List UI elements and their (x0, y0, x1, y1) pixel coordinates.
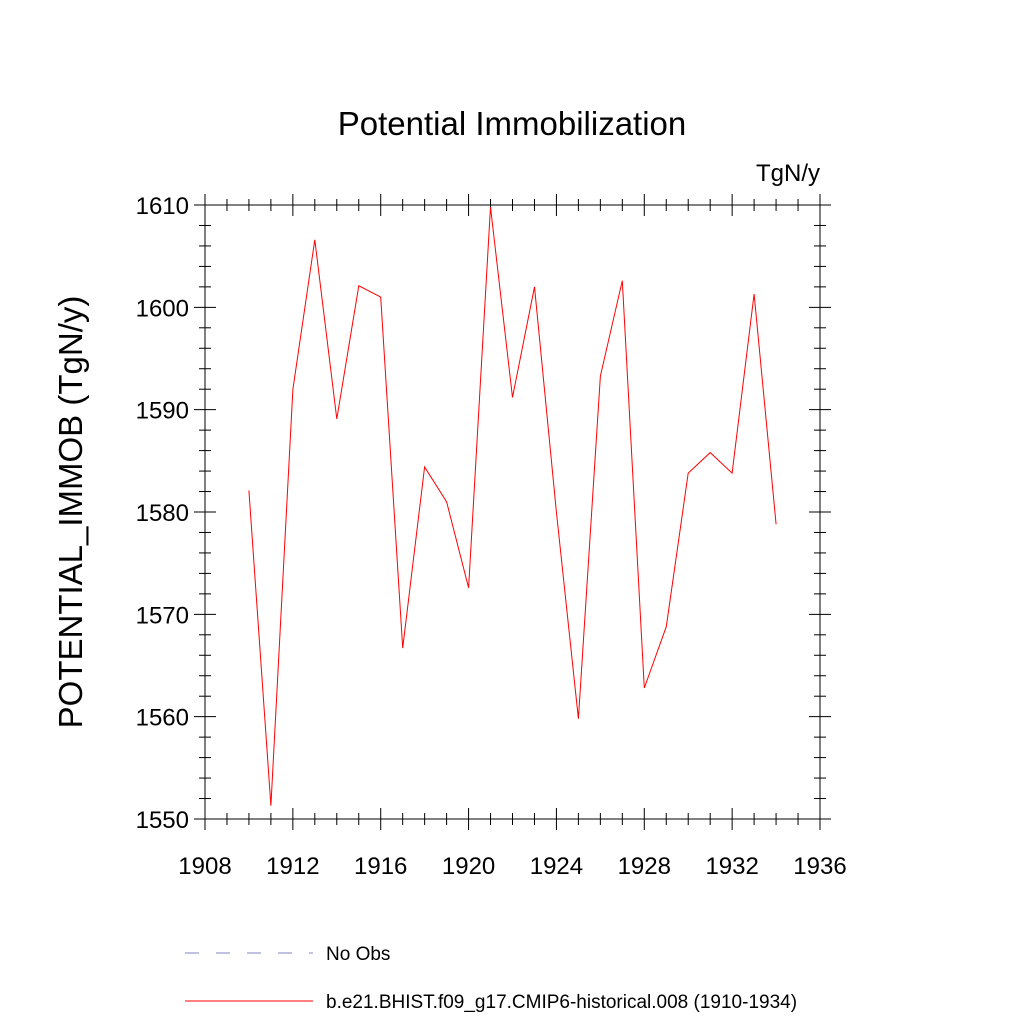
y-tick-label: 1570 (136, 602, 189, 629)
y-tick-label: 1600 (136, 295, 189, 322)
x-tick-label: 1908 (178, 853, 231, 880)
x-tick-label: 1916 (354, 853, 407, 880)
y-axis: 1550 1560 1570 1580 1590 1600 1610 (136, 193, 831, 834)
legend-label-no-obs: No Obs (326, 944, 390, 965)
y-axis-label: POTENTIAL_IMMOB (TgN/y) (52, 296, 89, 729)
x-axis: 1908 1912 1916 1920 1924 1928 1932 1936 (178, 194, 847, 880)
plot-frame (204, 204, 821, 820)
units-label: TgN/y (756, 160, 820, 187)
legend-label-historical: b.e21.BHIST.f09_g17.CMIP6-historical.008… (326, 992, 797, 1013)
y-tick-label: 1560 (136, 705, 189, 732)
series-line-0 (248, 206, 777, 806)
x-tick-label: 1912 (266, 853, 319, 880)
y-tick-label: 1550 (136, 807, 189, 834)
x-tick-label: 1928 (618, 853, 671, 880)
legend: No Obs b.e21.BHIST.f09_g17.CMIP6-histori… (185, 944, 797, 1013)
chart-title: Potential Immobilization (338, 105, 687, 142)
x-tick-label: 1936 (793, 853, 846, 880)
x-tick-label: 1932 (705, 853, 758, 880)
x-tick-label: 1920 (442, 853, 495, 880)
y-tick-label: 1590 (136, 398, 189, 425)
y-tick-label: 1580 (136, 500, 189, 527)
x-tick-label: 1924 (530, 853, 583, 880)
y-tick-label: 1610 (136, 193, 189, 220)
series-layer (248, 206, 777, 806)
